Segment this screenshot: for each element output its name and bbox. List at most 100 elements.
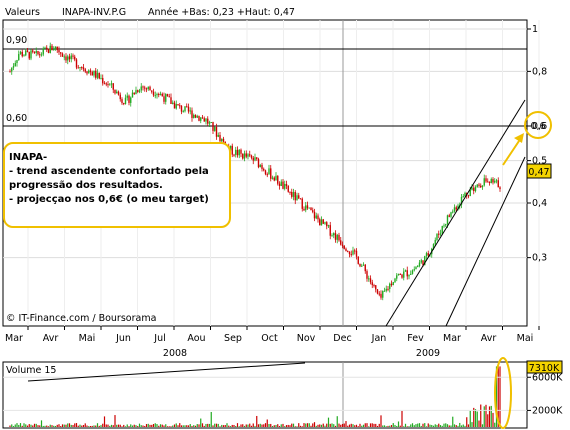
candle-body xyxy=(263,168,265,171)
candle-body xyxy=(427,253,429,256)
volume-bar xyxy=(446,424,449,427)
candle-body xyxy=(336,234,338,240)
candle-body xyxy=(294,192,296,201)
month-label: Mai xyxy=(517,333,534,344)
volume-bar xyxy=(254,425,256,427)
volume-bar xyxy=(373,423,375,427)
volume-bar xyxy=(490,405,492,427)
volume-bar xyxy=(331,423,333,427)
volume-bar xyxy=(172,425,174,427)
candle-body xyxy=(310,207,312,211)
volume-bar xyxy=(438,423,440,427)
volume-bar xyxy=(303,423,305,427)
volume-bar xyxy=(322,423,324,427)
candle-body xyxy=(438,233,440,235)
volume-bar xyxy=(33,423,36,427)
candle-body xyxy=(401,274,403,278)
candle-body xyxy=(172,102,174,104)
volume-bar xyxy=(32,425,34,427)
candle-body xyxy=(124,97,127,105)
candle-body xyxy=(268,168,270,175)
time-axis: Mar Avr Mai Jun Jul Aou Sep Oct Nov Dec Jan Fev Mar A… xyxy=(5,326,540,359)
volume-bar xyxy=(12,426,15,427)
volume-bar xyxy=(460,425,463,427)
year-label-2009: 2009 xyxy=(416,348,440,359)
candle-body xyxy=(138,90,141,92)
volume-bar xyxy=(182,425,184,427)
price-tick-label: 0,8 xyxy=(532,66,547,77)
header-label: Valeurs xyxy=(5,7,40,18)
volume-bar xyxy=(193,425,195,427)
candle-body xyxy=(81,67,83,69)
candle-body xyxy=(485,178,487,182)
volume-bar xyxy=(142,425,144,427)
candle-body xyxy=(483,178,485,186)
volume-bar xyxy=(436,424,438,427)
volume-bar xyxy=(256,415,258,427)
candle-body xyxy=(249,154,251,156)
annotation-box xyxy=(3,142,231,228)
volume-bar xyxy=(425,426,428,427)
candle-body xyxy=(100,77,102,79)
volume-bar xyxy=(355,424,358,427)
candle-body xyxy=(236,149,239,156)
candle-body xyxy=(214,126,216,131)
volume-bar xyxy=(107,424,109,427)
candle-body xyxy=(417,265,419,268)
candle-body xyxy=(208,122,211,124)
volume-tick-label: 2000K xyxy=(532,405,563,416)
volume-bar xyxy=(58,424,60,427)
target-arrow xyxy=(502,137,522,166)
candle-body xyxy=(212,122,214,131)
volume-bar xyxy=(221,424,223,427)
candle-body xyxy=(182,111,184,113)
volume-bar xyxy=(67,423,69,427)
volume-bar xyxy=(366,423,368,427)
candle-body xyxy=(46,47,48,49)
volume-bar xyxy=(158,425,160,427)
year-label-2008: 2008 xyxy=(163,348,187,359)
candle-body xyxy=(68,56,71,60)
candle-body xyxy=(350,254,352,256)
volume-bar xyxy=(16,423,18,427)
volume-bar xyxy=(219,426,221,427)
volume-bar xyxy=(228,425,230,427)
price-tick-label: 0,5 xyxy=(532,156,547,167)
candle-body xyxy=(179,105,181,107)
candle-body xyxy=(145,88,148,90)
volume-bar xyxy=(93,425,95,427)
volume-bar xyxy=(222,425,225,427)
candle-body xyxy=(340,240,342,245)
volume-bar xyxy=(487,414,489,427)
volume-bar xyxy=(72,425,74,427)
volume-bar xyxy=(359,423,361,427)
volume-bar xyxy=(431,424,433,427)
volume-bar xyxy=(364,423,366,427)
volume-bar xyxy=(51,425,53,427)
volume-bar xyxy=(116,424,118,427)
candle-body xyxy=(131,92,134,98)
volume-bar xyxy=(19,423,22,427)
volume-bar xyxy=(81,425,83,427)
candle-body xyxy=(397,273,400,276)
volume-bar xyxy=(424,423,426,427)
candle-body xyxy=(361,265,363,267)
volume-bar xyxy=(137,425,139,427)
month-label: Mai xyxy=(79,333,96,344)
volume-bar xyxy=(270,423,272,427)
volume-bar xyxy=(217,423,219,427)
volume-bar xyxy=(285,425,288,427)
volume-bar xyxy=(103,416,106,427)
volume-bar xyxy=(485,404,487,427)
candle-body xyxy=(432,244,435,249)
candle-body xyxy=(243,153,246,159)
candle-body xyxy=(222,138,225,142)
volume-bar xyxy=(140,425,142,427)
volume-bar xyxy=(348,424,351,427)
volume-bar xyxy=(154,423,156,427)
candle-body xyxy=(410,273,412,275)
candle-body xyxy=(247,154,249,157)
volume-bar xyxy=(151,424,153,427)
volume-bar xyxy=(403,426,405,427)
